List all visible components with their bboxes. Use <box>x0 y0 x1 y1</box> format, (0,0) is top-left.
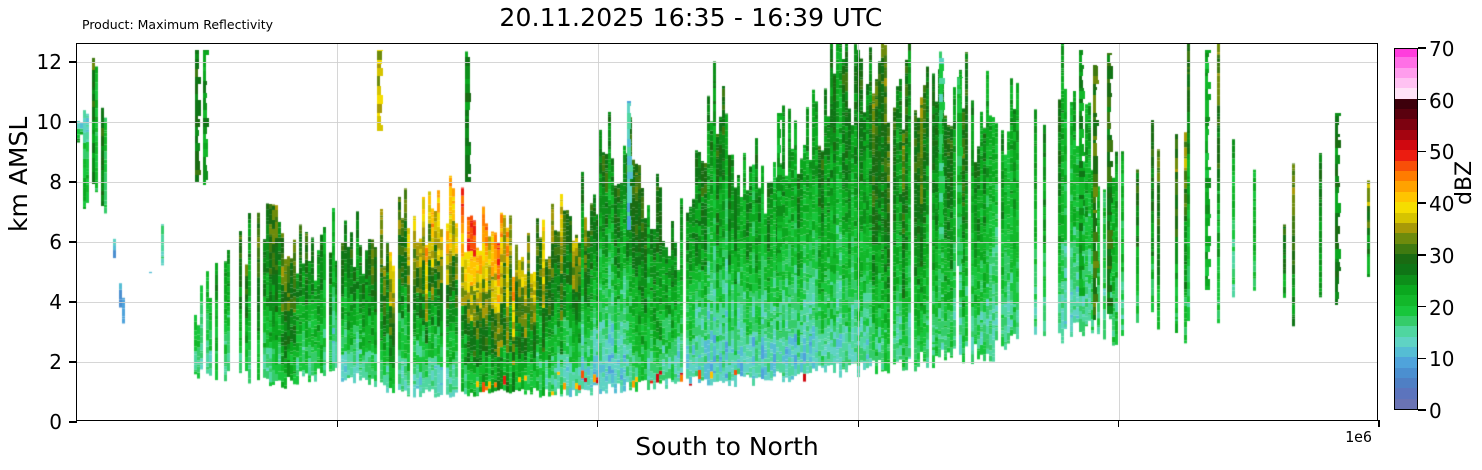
colorbar-tick-label: 40 <box>1429 192 1455 217</box>
x-tick <box>1378 420 1380 427</box>
colorbar-band <box>1395 160 1417 172</box>
colorbar-tick-label: 10 <box>1429 347 1455 372</box>
colorbar-tick <box>1418 47 1426 49</box>
colorbar-band <box>1395 387 1417 399</box>
colorbar-band <box>1395 377 1417 389</box>
colorbar-band <box>1395 315 1417 327</box>
y-tick-label: 6 <box>49 230 62 254</box>
colorbar-tick-label: 20 <box>1429 295 1455 320</box>
colorbar-band <box>1395 191 1417 203</box>
colorbar-tick <box>1418 99 1426 101</box>
x-tick <box>336 420 339 427</box>
y-tick-label: 0 <box>49 410 62 434</box>
colorbar-band <box>1395 129 1417 141</box>
y-tick <box>69 241 77 243</box>
product-label: Product: Maximum Reflectivity <box>82 17 274 32</box>
colorbar-band <box>1395 98 1417 110</box>
y-tick-label: 8 <box>49 170 62 194</box>
colorbar-tick <box>1418 409 1426 411</box>
colorbar-tick-label: 0 <box>1429 399 1442 423</box>
colorbar: 0 10 20 30 40 50 60 70 <box>1394 37 1454 423</box>
y-tick-label: 4 <box>49 290 62 314</box>
colorbar-band <box>1395 201 1417 213</box>
x-tick <box>597 420 599 427</box>
y-tick <box>69 121 77 123</box>
x-tick <box>1117 420 1120 427</box>
colorbar-tick-label: 60 <box>1429 88 1455 113</box>
colorbar-band <box>1395 253 1417 265</box>
colorbar-band <box>1395 211 1417 223</box>
y-tick <box>69 61 77 63</box>
colorbar-band <box>1395 273 1417 285</box>
colorbar-tick-label: 70 <box>1429 37 1455 61</box>
colorbar-band <box>1395 398 1417 409</box>
colorbar-band <box>1395 56 1417 68</box>
colorbar-band <box>1395 336 1417 347</box>
colorbar-band <box>1395 170 1417 182</box>
colorbar-band <box>1395 108 1417 120</box>
colorbar-band <box>1395 325 1417 337</box>
colorbar-tick-label: 30 <box>1429 243 1455 268</box>
colorbar-tick <box>1418 305 1426 308</box>
colorbar-band <box>1395 49 1417 58</box>
colorbar-band <box>1395 139 1417 151</box>
colorbar-band <box>1395 304 1417 316</box>
plot-area <box>69 43 1380 427</box>
y-tick-label: 10 <box>36 110 62 134</box>
y-tick <box>69 421 77 423</box>
colorbar-tick <box>1418 357 1426 359</box>
colorbar-band <box>1395 87 1417 99</box>
colorbar-band <box>1395 284 1417 296</box>
colorbar-band <box>1395 77 1417 89</box>
colorbar-band <box>1395 67 1417 79</box>
colorbar-band <box>1395 118 1417 130</box>
y-tick <box>69 301 77 303</box>
colorbar-band <box>1395 242 1417 254</box>
x-axis-title: South to North <box>635 432 819 461</box>
colorbar-gradient <box>1394 48 1418 410</box>
colorbar-band <box>1395 180 1417 192</box>
colorbar-tick <box>1418 202 1426 204</box>
colorbar-band <box>1395 294 1417 306</box>
colorbar-tick <box>1418 150 1426 153</box>
colorbar-title: dBZ <box>1452 160 1477 205</box>
colorbar-band <box>1395 149 1417 161</box>
colorbar-tick <box>1418 254 1426 256</box>
colorbar-band <box>1395 232 1417 244</box>
plot-clip <box>77 44 1377 420</box>
colorbar-band <box>1395 222 1417 234</box>
colorbar-band <box>1395 346 1417 358</box>
colorbar-tick-label: 50 <box>1429 140 1455 165</box>
colorbar-band <box>1395 356 1417 368</box>
y-tick-label: 2 <box>49 350 62 374</box>
reflectivity-heatmap-canvas <box>77 44 1377 420</box>
x-tick <box>857 420 859 427</box>
colorbar-band <box>1395 263 1417 275</box>
x-axis-exponent-label: 1e6 <box>1345 428 1373 446</box>
y-tick <box>69 361 77 363</box>
colorbar-band <box>1395 367 1417 378</box>
y-tick <box>69 181 77 183</box>
y-tick-label: 12 <box>36 50 62 74</box>
page-title: 20.11.2025 16:35 - 16:39 UTC <box>499 3 883 32</box>
